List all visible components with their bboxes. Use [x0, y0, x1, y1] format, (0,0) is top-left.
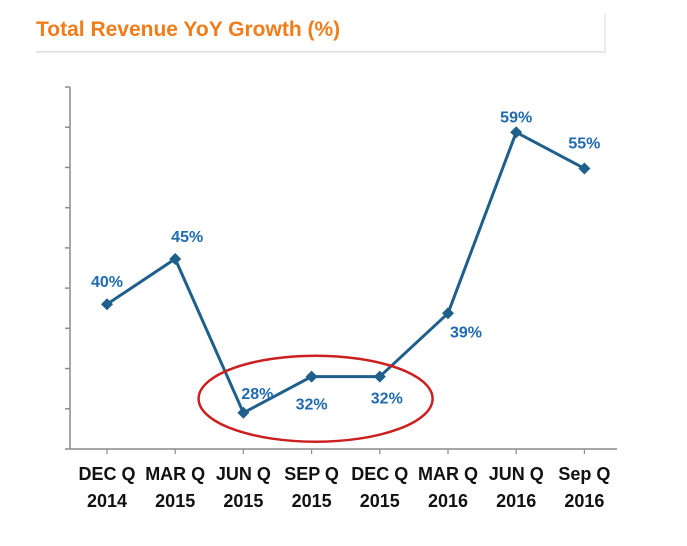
x-tick-label: DEC Q	[78, 464, 135, 484]
data-point-marker	[169, 252, 182, 265]
title-underline	[36, 51, 606, 53]
chart-title: Total Revenue YoY Growth (%)	[36, 18, 341, 41]
data-point-marker	[305, 370, 318, 383]
data-labels: 40% 45% 28% 32% 32% 39% 59% 55%	[91, 109, 600, 413]
data-point-marker	[101, 298, 113, 311]
data-label: 45%	[171, 229, 203, 246]
data-point-marker	[442, 307, 454, 320]
x-tick-label: 2016	[428, 491, 468, 511]
y-axis-ticks	[65, 86, 70, 450]
y-axis-group	[65, 86, 71, 450]
x-tick-label: JUN Q	[489, 464, 544, 484]
data-label: 40%	[91, 274, 123, 291]
x-tick-label: Sep Q	[558, 464, 610, 484]
highlight-ellipse	[197, 354, 434, 443]
x-tick-label: 2014	[87, 491, 127, 511]
x-tick-label: DEC Q	[351, 464, 408, 484]
x-tick-label: JUN Q	[216, 464, 271, 484]
data-point-marker	[237, 406, 250, 419]
x-tick-label: 2015	[223, 491, 263, 511]
x-tick-label: 2016	[496, 491, 536, 511]
x-axis-labels: DEC Q 2014 MAR Q 2015 JUN Q 2015 SEP Q 2015 DEC …	[78, 464, 610, 511]
x-tick-label: SEP Q	[284, 464, 339, 484]
series-markers	[101, 126, 591, 419]
data-point-marker	[578, 162, 591, 175]
x-axis-ticks	[106, 449, 586, 454]
x-tick-label: 2016	[564, 491, 604, 511]
data-label: 55%	[568, 135, 600, 152]
data-point-marker	[373, 370, 386, 383]
data-point-marker	[510, 126, 523, 139]
data-label: 32%	[296, 397, 328, 414]
x-tick-label: 2015	[360, 491, 400, 511]
series-line	[106, 130, 586, 415]
title-frame-edge	[604, 14, 606, 54]
x-tick-label: MAR Q	[145, 464, 205, 484]
x-tick-label: 2015	[292, 491, 332, 511]
x-tick-label: MAR Q	[418, 464, 478, 484]
data-label: 59%	[500, 109, 532, 126]
x-tick-label: 2015	[155, 491, 195, 511]
data-label: 39%	[450, 324, 482, 341]
data-label: 32%	[371, 391, 403, 408]
data-label: 28%	[241, 386, 273, 403]
